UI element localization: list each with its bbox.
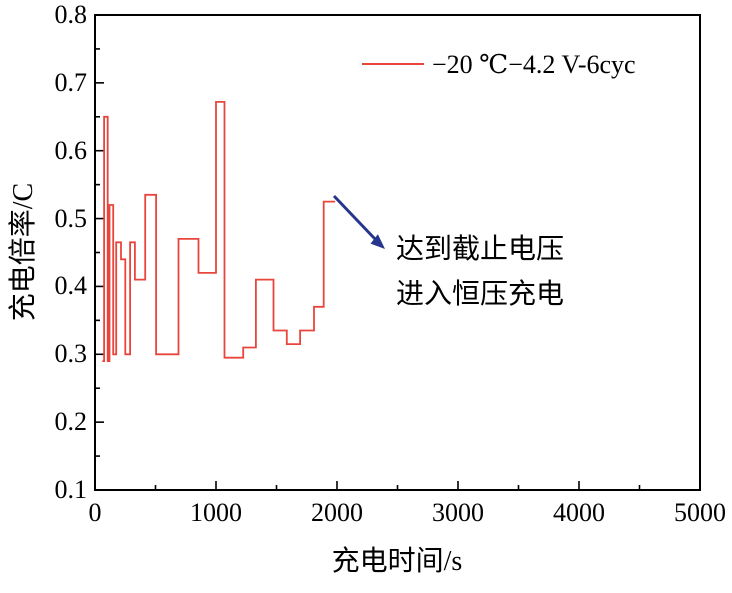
annotation-text-line1: 达到截止电压 (396, 233, 564, 265)
y-tick-label: 0.4 (55, 271, 88, 300)
annotation-arrow-icon (332, 194, 377, 241)
x-axis-label: 充电时间/s (332, 545, 463, 577)
annotation: 达到截止电压 进入恒压充电 (332, 194, 564, 310)
x-tick-label: 4000 (553, 498, 605, 527)
y-tick-labels: 0.1 0.2 0.3 0.4 0.5 0.6 0.7 0.8 (55, 0, 88, 504)
x-tick-label: 0 (89, 498, 102, 527)
axis-ticks (94, 14, 701, 491)
x-tick-label: 2000 (311, 498, 363, 527)
y-tick-label: 0.2 (55, 407, 88, 436)
x-tick-label: 1000 (190, 498, 242, 527)
series-line (102, 101, 336, 362)
y-tick-label: 0.8 (55, 0, 88, 29)
x-tick-label: 5000 (674, 498, 726, 527)
annotation-text-line2: 进入恒压充电 (396, 278, 564, 310)
annotation-arrowhead-icon (370, 234, 385, 249)
y-tick-label: 0.7 (55, 68, 88, 97)
legend-label: −20 ℃−4.2 V-6cyc (432, 50, 636, 79)
y-tick-label: 0.1 (55, 475, 88, 504)
y-axis-label: 充电倍率/C (7, 183, 39, 321)
y-tick-label: 0.5 (55, 204, 88, 233)
y-tick-label: 0.3 (55, 339, 88, 368)
y-tick-label: 0.6 (55, 136, 88, 165)
x-tick-label: 3000 (432, 498, 484, 527)
legend: −20 ℃−4.2 V-6cyc (362, 50, 636, 79)
x-tick-labels: 0 1000 2000 3000 4000 5000 (89, 498, 727, 527)
